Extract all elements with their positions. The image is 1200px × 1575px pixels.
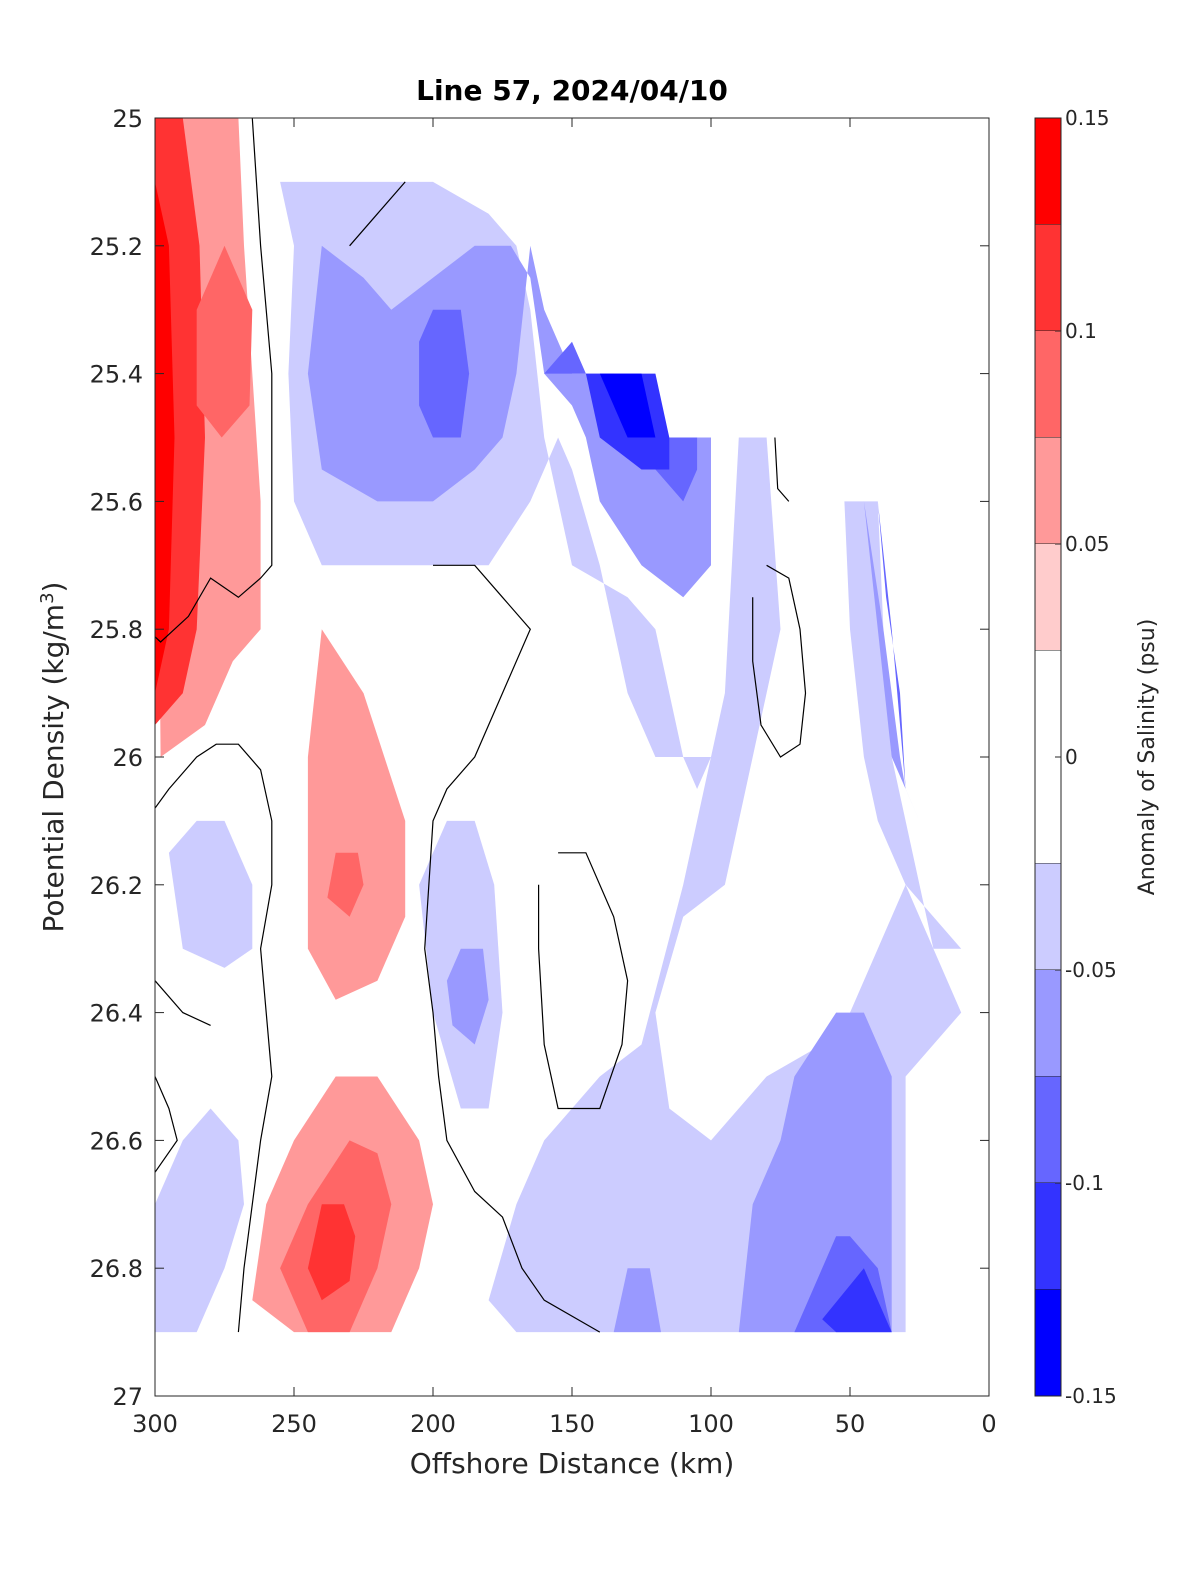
contour-region-11 — [863, 501, 920, 821]
contour-line-2 — [155, 980, 211, 1026]
contour-region-10 — [844, 501, 962, 949]
x-tick-label-5: 50 — [835, 1410, 866, 1438]
contour-region-2 — [155, 181, 175, 694]
x-tick-label-3: 150 — [549, 1410, 595, 1438]
colorbar-tick-label-6: -0.15 — [1065, 1384, 1117, 1408]
contour-region-6 — [419, 309, 470, 438]
contour-fill-regions — [155, 118, 962, 1333]
y-tick-label-7: 26.4 — [90, 1000, 143, 1028]
y-axis-title-main: Potential Density (kg/m — [37, 604, 70, 933]
contour-line-1 — [155, 743, 273, 1333]
y-axis-title-end: ) — [37, 582, 70, 593]
y-tick-label-6: 26.2 — [90, 872, 143, 900]
contour-line-8 — [774, 437, 790, 502]
y-tick-label-8: 26.6 — [90, 1127, 143, 1155]
contour-region-22 — [327, 852, 364, 917]
contour-region-5 — [307, 245, 711, 598]
contour-line-4 — [349, 181, 406, 247]
x-tick-label-2: 200 — [410, 1410, 456, 1438]
colorbar-swatch-9 — [1035, 1183, 1061, 1290]
colorbar-tick-label-3: 0 — [1065, 745, 1078, 769]
contour-region-20 — [613, 1268, 661, 1333]
colorbar-tick-label-0: 0.15 — [1065, 106, 1110, 130]
colorbar-swatch-3 — [1035, 437, 1061, 544]
contour-region-15 — [446, 948, 489, 1045]
x-axis-title: Offshore Distance (km) — [410, 1447, 735, 1480]
contour-line-6 — [537, 852, 629, 1110]
x-tick-label-1: 250 — [271, 1410, 317, 1438]
contour-line-0 — [155, 118, 273, 643]
y-tick-label-9: 26.8 — [90, 1255, 143, 1283]
y-tick-label-5: 26 — [112, 744, 143, 772]
y-axis-title-superscript: 3 — [37, 592, 58, 603]
y-tick-label-3: 25.6 — [90, 488, 143, 516]
colorbar-swatch-7 — [1035, 970, 1061, 1077]
y-tick-label-4: 25.8 — [90, 616, 143, 644]
contour-region-3 — [196, 245, 253, 438]
zero-contour-lines — [155, 118, 807, 1333]
contour-line-7 — [752, 564, 807, 758]
contour-region-16 — [155, 1108, 244, 1333]
contour-region-9 — [599, 373, 656, 438]
colorbar-tick-label-2: 0.05 — [1065, 532, 1110, 556]
contour-region-21 — [307, 629, 406, 1000]
contour-region-12 — [877, 501, 906, 789]
y-axis-ticks: 25 25.2 25.4 25.6 25.8 26 26.2 26.4 26.6 26.8 27 — [90, 105, 989, 1411]
y-tick-label-10: 27 — [112, 1383, 143, 1411]
y-tick-label-1: 25.2 — [90, 233, 143, 261]
colorbar-swatch-6 — [1035, 863, 1061, 970]
colorbar-tick-label-1: 0.1 — [1065, 319, 1097, 343]
y-tick-label-2: 25.4 — [90, 361, 143, 389]
colorbar-swatch-2 — [1035, 331, 1061, 438]
colorbar-swatch-8 — [1035, 1076, 1061, 1183]
chart-title: Line 57, 2024/04/10 — [416, 74, 728, 107]
contour-line-3 — [155, 1076, 178, 1173]
contour-line-5 — [424, 564, 601, 1333]
y-axis-title: Potential Density (kg/m3) — [37, 582, 70, 933]
colorbar-swatch-10 — [1035, 1289, 1061, 1396]
colorbar-title: Anomaly of Salinity (psu) — [1135, 619, 1160, 896]
colorbar-swatch-4 — [1035, 544, 1061, 651]
contour-region-13 — [168, 820, 253, 968]
colorbar-tick-label-5: -0.1 — [1065, 1171, 1104, 1195]
contour-region-25 — [307, 1204, 356, 1301]
x-tick-label-4: 100 — [688, 1410, 734, 1438]
colorbar: 0.15 0.1 0.05 0 -0.05 -0.1 -0.15 — [1034, 106, 1117, 1408]
x-tick-label-0: 300 — [132, 1410, 178, 1438]
colorbar-swatch-0 — [1035, 118, 1061, 225]
x-axis-ticks: 300 250 200 150 100 50 0 — [132, 118, 997, 1438]
colorbar-swatch-1 — [1035, 224, 1061, 331]
colorbar-tick-label-4: -0.05 — [1065, 958, 1117, 982]
y-tick-label-0: 25 — [112, 105, 143, 133]
contour-region-19 — [822, 1268, 892, 1333]
x-tick-label-6: 0 — [981, 1410, 996, 1438]
